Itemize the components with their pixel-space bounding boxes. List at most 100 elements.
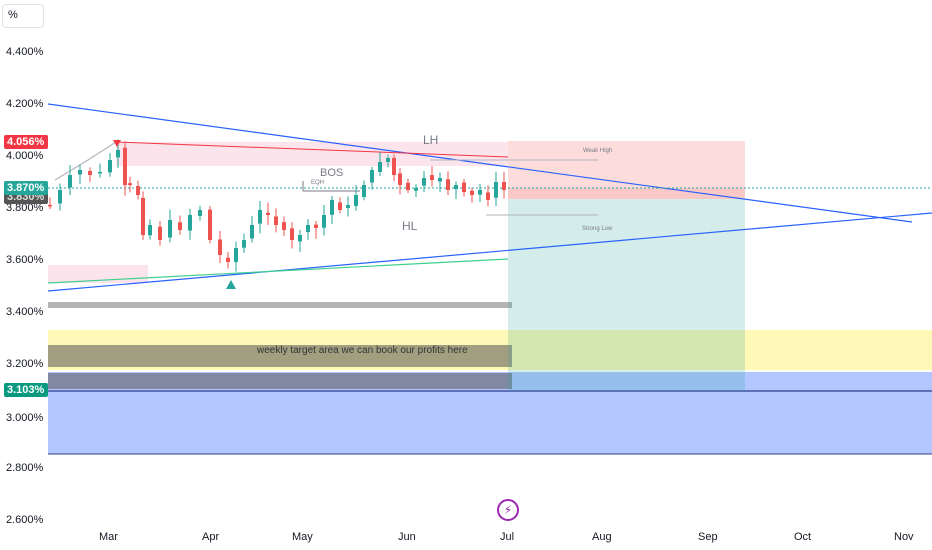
candle-body xyxy=(68,175,72,188)
x-tick: Nov xyxy=(894,531,914,543)
candle-body xyxy=(78,170,82,175)
strong-low-label: Strong Low xyxy=(582,226,613,232)
ascending-trendline[interactable] xyxy=(47,212,932,292)
candle-body xyxy=(168,220,172,238)
candle-body xyxy=(218,239,222,255)
candle-body xyxy=(362,185,366,197)
candle-body xyxy=(116,150,120,158)
candle-body xyxy=(188,215,192,231)
candle-body xyxy=(266,212,270,215)
candlestick-series xyxy=(48,139,506,272)
order-block-thin xyxy=(48,302,512,308)
x-tick: Jun xyxy=(398,531,416,543)
y-tick: 4.000% xyxy=(6,150,44,162)
candle-body xyxy=(123,147,127,185)
candle-body xyxy=(314,224,318,228)
support-line[interactable] xyxy=(47,258,509,284)
candle-body xyxy=(250,225,254,239)
x-tick: Jul xyxy=(500,531,514,543)
candle-body xyxy=(48,204,52,207)
candle-body xyxy=(98,172,102,174)
candle-body xyxy=(234,248,238,262)
high-marker xyxy=(113,140,121,147)
candle-body xyxy=(414,188,418,191)
current-price-tag: 3.870% xyxy=(4,181,48,195)
candle-body xyxy=(486,192,490,200)
candle-body xyxy=(430,175,434,180)
y-tick: 3.400% xyxy=(6,306,44,318)
position-stop-area[interactable] xyxy=(508,141,745,199)
lightning-bolt-icon[interactable]: ⚡ xyxy=(497,499,519,521)
bos-label: BOS xyxy=(320,167,343,179)
low-marker xyxy=(226,280,236,289)
target-price-tag: 3.103% xyxy=(4,383,48,397)
y-tick: 3.600% xyxy=(6,254,44,266)
x-axis[interactable]: Mar Apr May Jun Jul Aug Sep Oct Nov xyxy=(99,531,914,543)
candle-body xyxy=(494,182,498,198)
candle-body xyxy=(141,197,145,235)
y-tick: 3.200% xyxy=(6,358,44,370)
candle-body xyxy=(242,240,246,248)
candle-body xyxy=(58,190,62,204)
candle-body xyxy=(258,210,262,224)
high-price-tag: 4.056% xyxy=(4,135,48,149)
candle-body xyxy=(198,210,202,216)
position-target-area[interactable] xyxy=(508,199,745,391)
y-tick: 2.800% xyxy=(6,462,44,474)
x-tick: Sep xyxy=(698,531,718,543)
x-tick: May xyxy=(292,531,313,543)
candle-body xyxy=(226,257,230,262)
y-tick: 4.200% xyxy=(6,98,44,110)
candle-body xyxy=(330,200,334,215)
candle-body xyxy=(108,160,112,173)
candle-body xyxy=(398,173,402,185)
eqh-label: EQH xyxy=(311,180,324,186)
candle-body xyxy=(406,182,410,190)
y-tick: 4.400% xyxy=(6,46,44,58)
order-block-lower xyxy=(48,373,512,389)
lh-label: LH xyxy=(423,133,438,147)
candle-body xyxy=(298,235,302,242)
candle-body xyxy=(470,190,474,195)
candle-body xyxy=(378,162,382,172)
candle-body xyxy=(392,157,396,175)
swing-line xyxy=(54,141,117,181)
candle-body xyxy=(462,182,466,192)
descending-trendline[interactable] xyxy=(47,103,913,223)
x-tick: Aug xyxy=(592,531,612,543)
candle-body xyxy=(282,222,286,230)
candle-body xyxy=(178,222,182,230)
candle-body xyxy=(422,178,426,186)
candle-body xyxy=(274,216,278,225)
y-tick: 2.600% xyxy=(6,514,44,526)
x-tick: Mar xyxy=(99,531,118,543)
candle-body xyxy=(454,185,458,190)
position-entry-band xyxy=(508,188,745,199)
resistance-line[interactable] xyxy=(115,141,509,158)
candle-body xyxy=(386,158,390,162)
candle-body xyxy=(158,226,162,240)
candle-body xyxy=(136,186,140,195)
hl-label: HL xyxy=(402,219,418,233)
candle-body xyxy=(290,228,294,240)
target-area-note: weekly target area we can book our profi… xyxy=(256,345,468,356)
weak-high-label: Weak High xyxy=(583,148,612,154)
candle-body xyxy=(446,179,450,190)
candle-body xyxy=(306,225,310,233)
candle-body xyxy=(478,190,482,195)
unit-toggle-button[interactable]: % xyxy=(2,4,44,28)
y-tick: 3.800% xyxy=(6,202,44,214)
candle-body xyxy=(322,215,326,228)
supply-zone xyxy=(116,142,508,166)
candle-body xyxy=(438,178,442,182)
candle-body xyxy=(88,170,92,175)
y-tick: 3.000% xyxy=(6,412,44,424)
candle-body xyxy=(354,195,358,206)
candle-body xyxy=(502,181,506,190)
candle-body xyxy=(128,183,132,185)
x-tick: Apr xyxy=(202,531,219,543)
y-axis[interactable]: 4.400% 4.200% 4.000% 3.800% 3.600% 3.400… xyxy=(6,46,44,526)
candle-body xyxy=(338,202,342,210)
candle-body xyxy=(370,170,374,183)
